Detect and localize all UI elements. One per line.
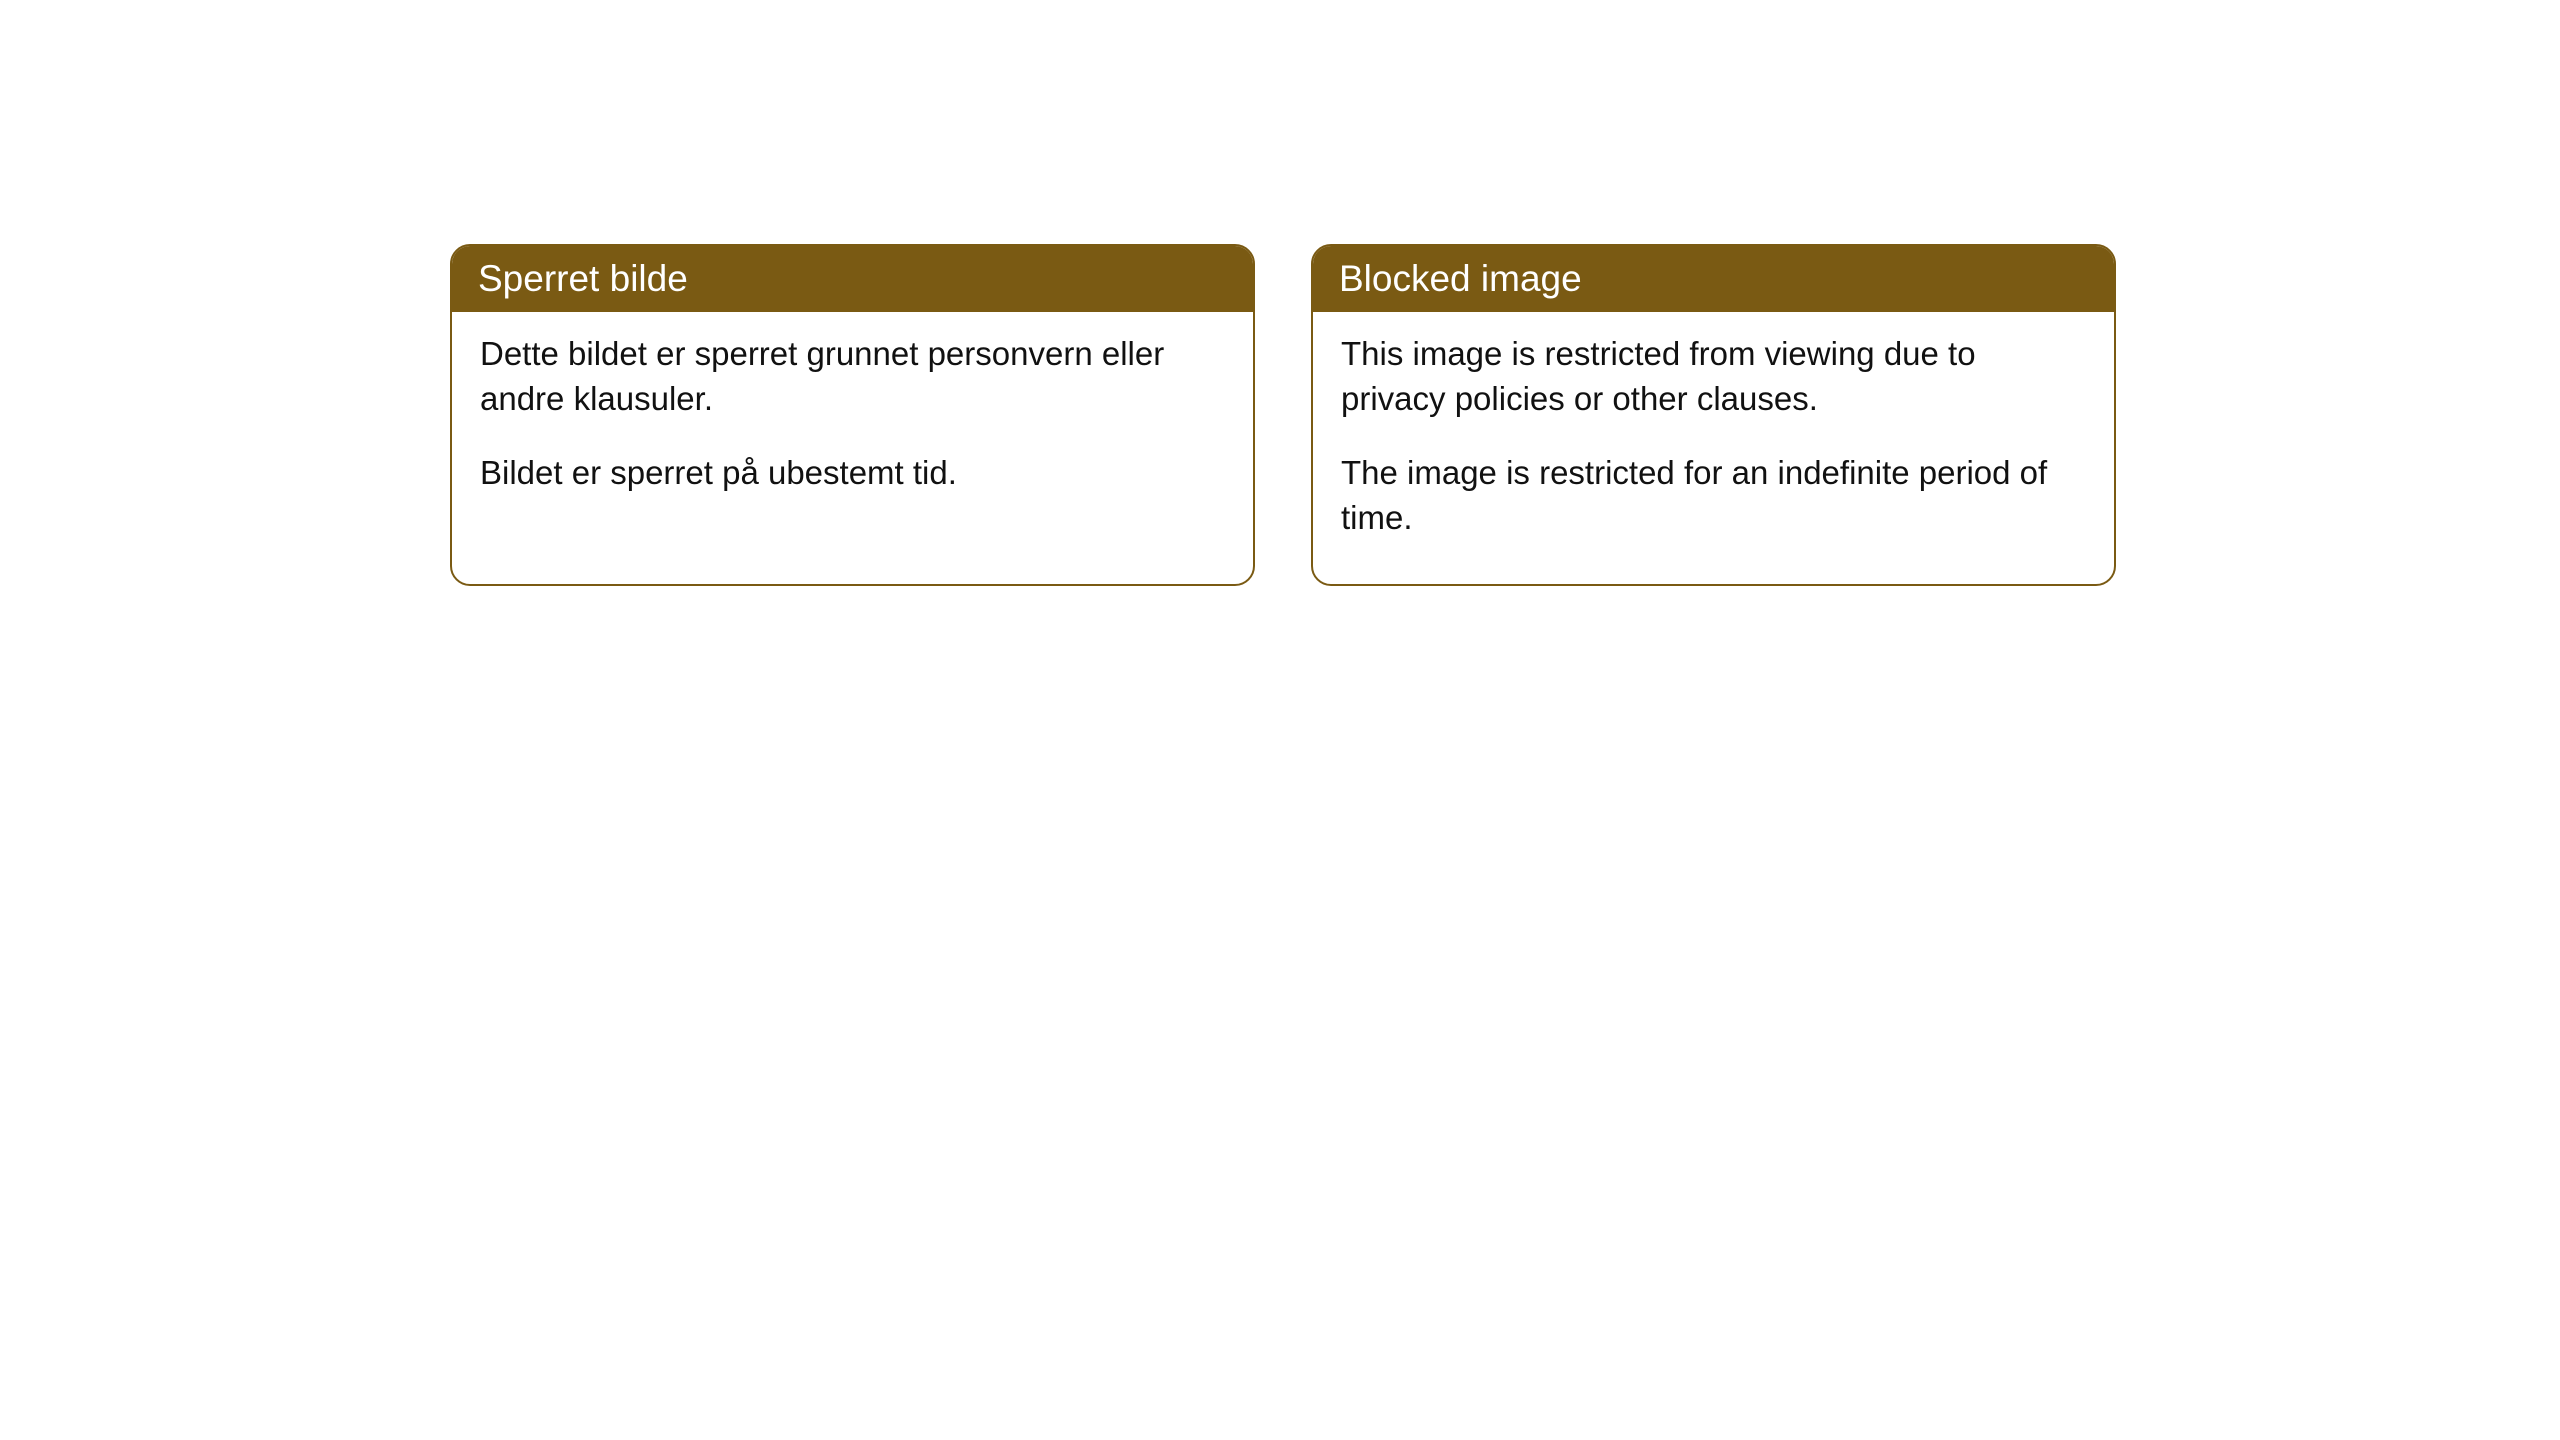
card-body: This image is restricted from viewing du…: [1313, 312, 2114, 584]
notice-container: Sperret bilde Dette bildet er sperret gr…: [0, 0, 2560, 586]
card-paragraph: The image is restricted for an indefinit…: [1341, 451, 2086, 540]
card-body: Dette bildet er sperret grunnet personve…: [452, 312, 1253, 540]
notice-card-norwegian: Sperret bilde Dette bildet er sperret gr…: [450, 244, 1255, 586]
card-paragraph: Bildet er sperret på ubestemt tid.: [480, 451, 1225, 496]
card-header: Sperret bilde: [452, 246, 1253, 312]
card-paragraph: Dette bildet er sperret grunnet personve…: [480, 332, 1225, 421]
notice-card-english: Blocked image This image is restricted f…: [1311, 244, 2116, 586]
card-header: Blocked image: [1313, 246, 2114, 312]
card-paragraph: This image is restricted from viewing du…: [1341, 332, 2086, 421]
